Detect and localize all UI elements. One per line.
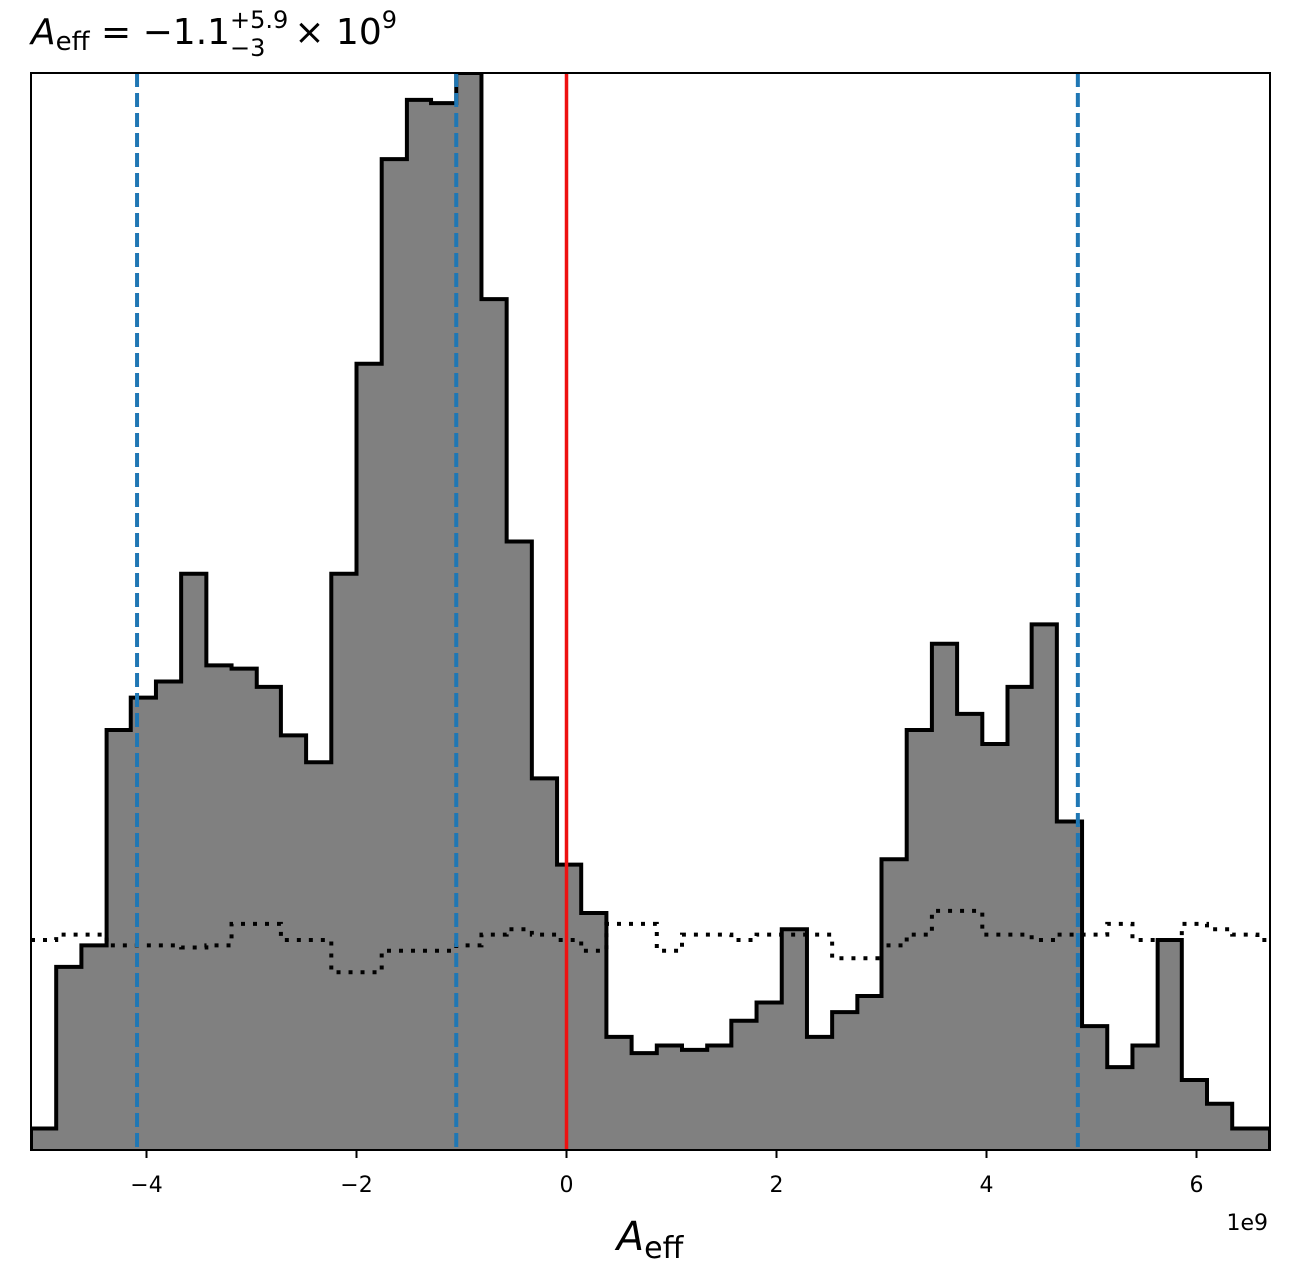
posterior-bar	[130, 697, 157, 1150]
posterior-bar	[682, 1049, 708, 1150]
posterior-bar	[31, 1128, 57, 1150]
x-tick-label: 6	[1190, 1173, 1204, 1198]
posterior-bar	[1157, 939, 1183, 1150]
posterior-bar	[806, 1036, 833, 1150]
posterior-bar	[256, 686, 282, 1150]
title-exponent: 9	[382, 6, 397, 34]
posterior-bar	[206, 665, 233, 1150]
posterior-bar	[1007, 686, 1033, 1150]
posterior-bar	[581, 913, 607, 1150]
posterior-bar	[1181, 1079, 1208, 1150]
x-offset-label: 1e9	[1226, 1211, 1268, 1236]
title-lower-err: −3	[230, 34, 265, 62]
title-multiplier: × 10	[294, 12, 381, 53]
posterior-bar	[832, 1012, 858, 1150]
posterior-bar	[306, 762, 332, 1150]
posterior-bar	[280, 735, 307, 1150]
posterior-bar	[381, 159, 408, 1150]
posterior-bar	[106, 729, 132, 1150]
posterior-bar	[957, 713, 983, 1150]
posterior-bar	[181, 573, 207, 1150]
posterior-bar	[481, 299, 508, 1150]
posterior-bar	[406, 99, 432, 1150]
posterior-bar	[231, 668, 258, 1150]
posterior-bar	[881, 859, 908, 1150]
posterior-bar	[1031, 624, 1058, 1150]
posterior-bar	[356, 363, 383, 1150]
xlabel-symbol: A	[614, 1214, 644, 1260]
posterior-bar	[331, 573, 358, 1150]
posterior-bar	[81, 945, 108, 1150]
posterior-bar	[857, 995, 883, 1150]
posterior-bar	[1207, 1103, 1233, 1150]
axes-frame	[30, 72, 1271, 1151]
posterior-bar	[531, 778, 558, 1150]
posterior-bar	[1107, 1067, 1134, 1150]
x-axis-label: Aeff	[614, 1214, 685, 1266]
xlabel-symbol-sub: eff	[644, 1231, 684, 1266]
title-symbol-sub: eff	[56, 27, 91, 57]
x-tick-label: −2	[340, 1173, 372, 1198]
x-tick-label: −4	[130, 1173, 162, 1198]
posterior-bar	[1257, 1128, 1270, 1150]
posterior-bar	[155, 681, 182, 1150]
posterior-bar	[631, 1053, 658, 1150]
title-symbol: A	[29, 12, 56, 53]
title-upper-err: +5.9	[230, 6, 288, 34]
x-tick-label: 2	[770, 1173, 784, 1198]
posterior-bar	[906, 729, 933, 1150]
posterior-bar	[1132, 1045, 1159, 1150]
posterior-bar	[431, 103, 457, 1150]
reference-lines	[135, 73, 1080, 1150]
posterior-bar	[982, 743, 1009, 1150]
x-tick-label: 4	[980, 1173, 994, 1198]
posterior-bar	[1082, 1026, 1108, 1150]
posterior-bar	[506, 541, 533, 1150]
posterior-bar	[1232, 1128, 1258, 1150]
posterior-bar	[756, 1002, 783, 1150]
posterior-bar	[781, 929, 808, 1150]
posterior-bar	[56, 966, 82, 1150]
posterior-bar	[557, 864, 582, 1150]
posterior-bar	[707, 1045, 732, 1150]
posterior-bar	[606, 1036, 633, 1150]
posterior-bar	[931, 643, 958, 1150]
posterior-bar	[456, 73, 483, 1150]
x-axis-ticks: −4 −2 0 2 4 6	[130, 1150, 1204, 1198]
title-equals: =	[90, 12, 143, 53]
posterior-bar	[731, 1020, 758, 1150]
x-tick-label: 0	[560, 1173, 574, 1198]
posterior-histogram	[31, 73, 1270, 1150]
title-median: −1.1	[143, 12, 230, 53]
posterior-outline	[31, 73, 1270, 1150]
posterior-bar	[656, 1045, 683, 1150]
chart-title: Aeff = −1.1+5.9 −3 × 109	[29, 6, 397, 62]
